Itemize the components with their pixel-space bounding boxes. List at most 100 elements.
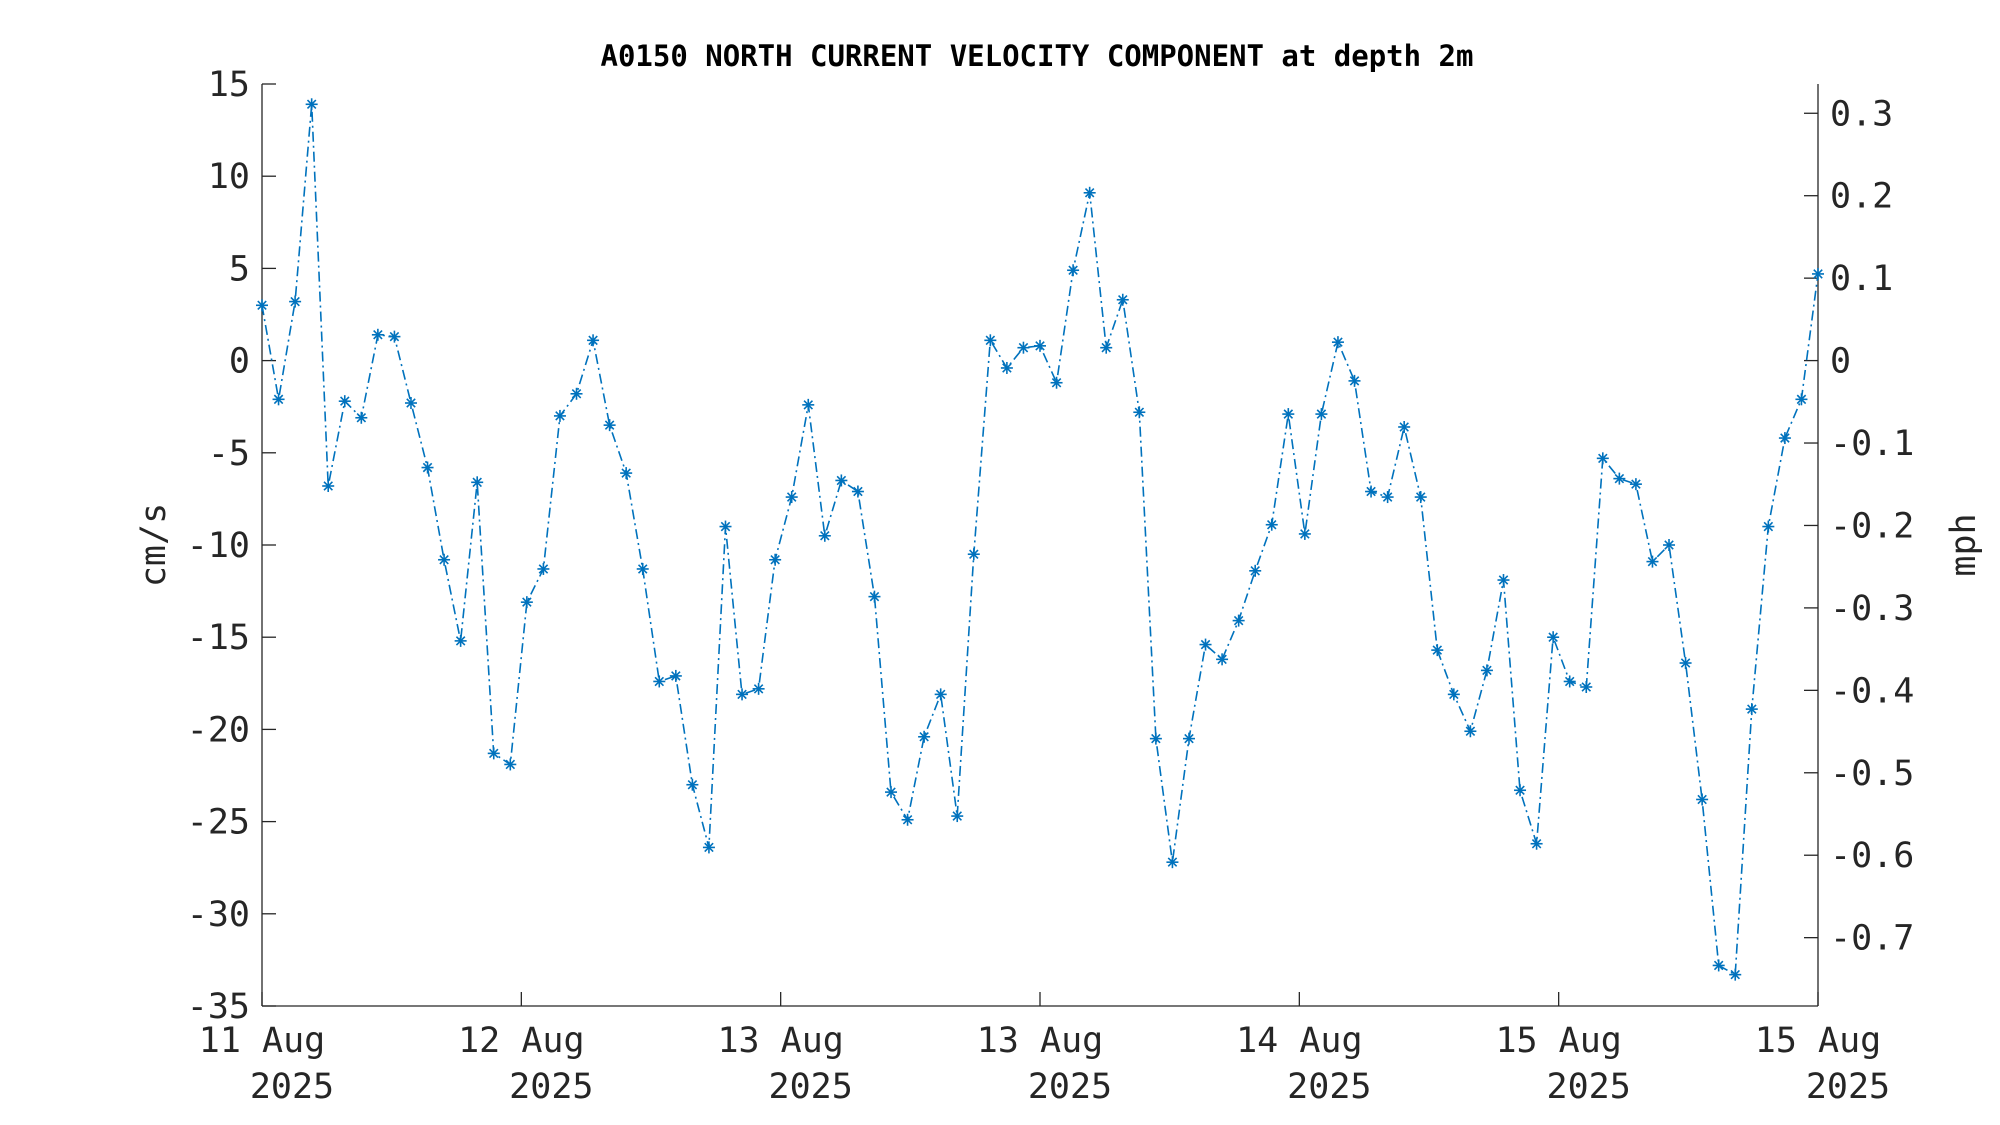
plot-axes: [261, 84, 1819, 1007]
data-point: [504, 758, 517, 771]
data-point: [1149, 732, 1162, 745]
left-y-tick-label: 15: [208, 65, 250, 105]
data-point: [1398, 420, 1411, 433]
right-y-tick-label: -0.3: [1830, 589, 1914, 629]
data-point: [1464, 725, 1477, 738]
data-point: [272, 393, 285, 406]
data-point: [918, 730, 931, 743]
data-point: [1431, 644, 1444, 657]
data-point: [1034, 339, 1046, 352]
data-point: [934, 688, 947, 701]
data-point: [885, 786, 898, 799]
data-point: [1762, 520, 1775, 533]
x-tick-label-year: 2025: [1287, 1067, 1371, 1107]
right-y-tick-label: -0.2: [1830, 506, 1914, 546]
data-point: [1497, 574, 1510, 587]
left-y-tick-label: 10: [208, 157, 250, 197]
x-tick-label-day: 15 Aug: [1755, 1021, 1881, 1061]
y2-axis-label: mph: [1944, 513, 1984, 576]
series-north-velocity: [256, 98, 1824, 981]
data-point: [636, 562, 649, 575]
left-y-tick-label: -20: [187, 710, 250, 750]
data-point: [1216, 653, 1229, 666]
left-y-tick-label: 0: [229, 342, 250, 382]
data-point: [719, 520, 732, 533]
data-point: [1778, 432, 1791, 445]
data-point: [1514, 784, 1527, 797]
data-point: [1100, 341, 1113, 354]
data-point: [686, 778, 699, 791]
x-tick-label-day: 12 Aug: [458, 1021, 584, 1061]
right-y-tick-label: -0.5: [1830, 754, 1914, 794]
data-point: [1083, 186, 1096, 199]
x-ticks: 11 Aug 2025 12 Aug 2025 13 Aug 2025 13 Aug 2025…: [199, 992, 1890, 1107]
right-y-ticks: 0.3 0.2 0.1 0 -0.1 -0.2 -0.3 -0.4 -0.5 -0.6 -0.7: [1804, 94, 1914, 959]
data-point: [1133, 406, 1146, 419]
data-point: [570, 387, 583, 400]
data-point: [851, 485, 864, 498]
data-point: [404, 397, 417, 410]
chart-title: A0150 NORTH CURRENT VELOCITY COMPONENT a…: [601, 39, 1474, 73]
data-point: [305, 98, 318, 111]
data-point: [1679, 657, 1692, 670]
data-point: [951, 810, 964, 823]
data-point: [1000, 361, 1013, 374]
data-point: [289, 295, 302, 308]
data-point: [1232, 614, 1245, 627]
right-y-tick-label: 0: [1830, 342, 1851, 382]
data-point: [1067, 264, 1080, 277]
data-point: [1812, 267, 1824, 280]
data-point: [1596, 452, 1609, 465]
data-point: [736, 688, 749, 701]
data-point: [1348, 374, 1361, 387]
data-point: [1712, 959, 1725, 972]
x-tick-label-day: 13 Aug: [977, 1021, 1103, 1061]
data-point: [1199, 638, 1212, 651]
data-point: [1530, 837, 1543, 850]
x-tick-label-year: 2025: [250, 1067, 334, 1107]
right-y-tick-label: -0.1: [1830, 424, 1914, 464]
x-tick-label-day: 11 Aug: [199, 1021, 325, 1061]
x-tick-label-day: 15 Aug: [1495, 1021, 1621, 1061]
data-point: [454, 634, 467, 647]
x-tick-label-year: 2025: [769, 1067, 853, 1107]
x-tick-label-year: 2025: [1547, 1067, 1631, 1107]
data-point: [1729, 968, 1742, 981]
right-y-tick-label: 0.3: [1830, 94, 1893, 134]
left-y-tick-label: -5: [208, 434, 250, 474]
data-point: [620, 467, 633, 480]
data-point: [1696, 793, 1709, 806]
right-y-tick-label: 0.2: [1830, 177, 1893, 217]
data-point: [1182, 732, 1195, 745]
data-point: [769, 553, 782, 566]
data-point: [1795, 393, 1808, 406]
right-y-tick-label: -0.7: [1830, 919, 1914, 959]
data-point: [1613, 472, 1626, 485]
data-point: [653, 675, 666, 688]
data-point: [520, 596, 533, 609]
x-tick-label-year: 2025: [1028, 1067, 1112, 1107]
x-tick-label-day: 13 Aug: [717, 1021, 843, 1061]
data-point: [338, 395, 351, 408]
data-point: [1547, 631, 1560, 644]
data-point: [1414, 491, 1427, 504]
series-line: [261, 104, 1819, 977]
data-point: [669, 669, 682, 682]
data-point: [1646, 555, 1659, 568]
x-tick-label-year: 2025: [509, 1067, 593, 1107]
left-y-tick-label: -10: [187, 526, 250, 566]
data-point: [967, 548, 980, 561]
data-point: [1629, 478, 1642, 491]
data-point: [587, 334, 600, 347]
data-point: [868, 590, 881, 603]
data-point: [1563, 675, 1576, 688]
data-point: [471, 476, 484, 489]
left-y-tick-label: -25: [187, 803, 250, 843]
data-point: [835, 474, 848, 487]
data-point: [438, 553, 451, 566]
data-point: [1381, 491, 1394, 504]
data-point: [1298, 527, 1311, 540]
data-point: [752, 682, 765, 695]
data-point: [322, 479, 335, 492]
